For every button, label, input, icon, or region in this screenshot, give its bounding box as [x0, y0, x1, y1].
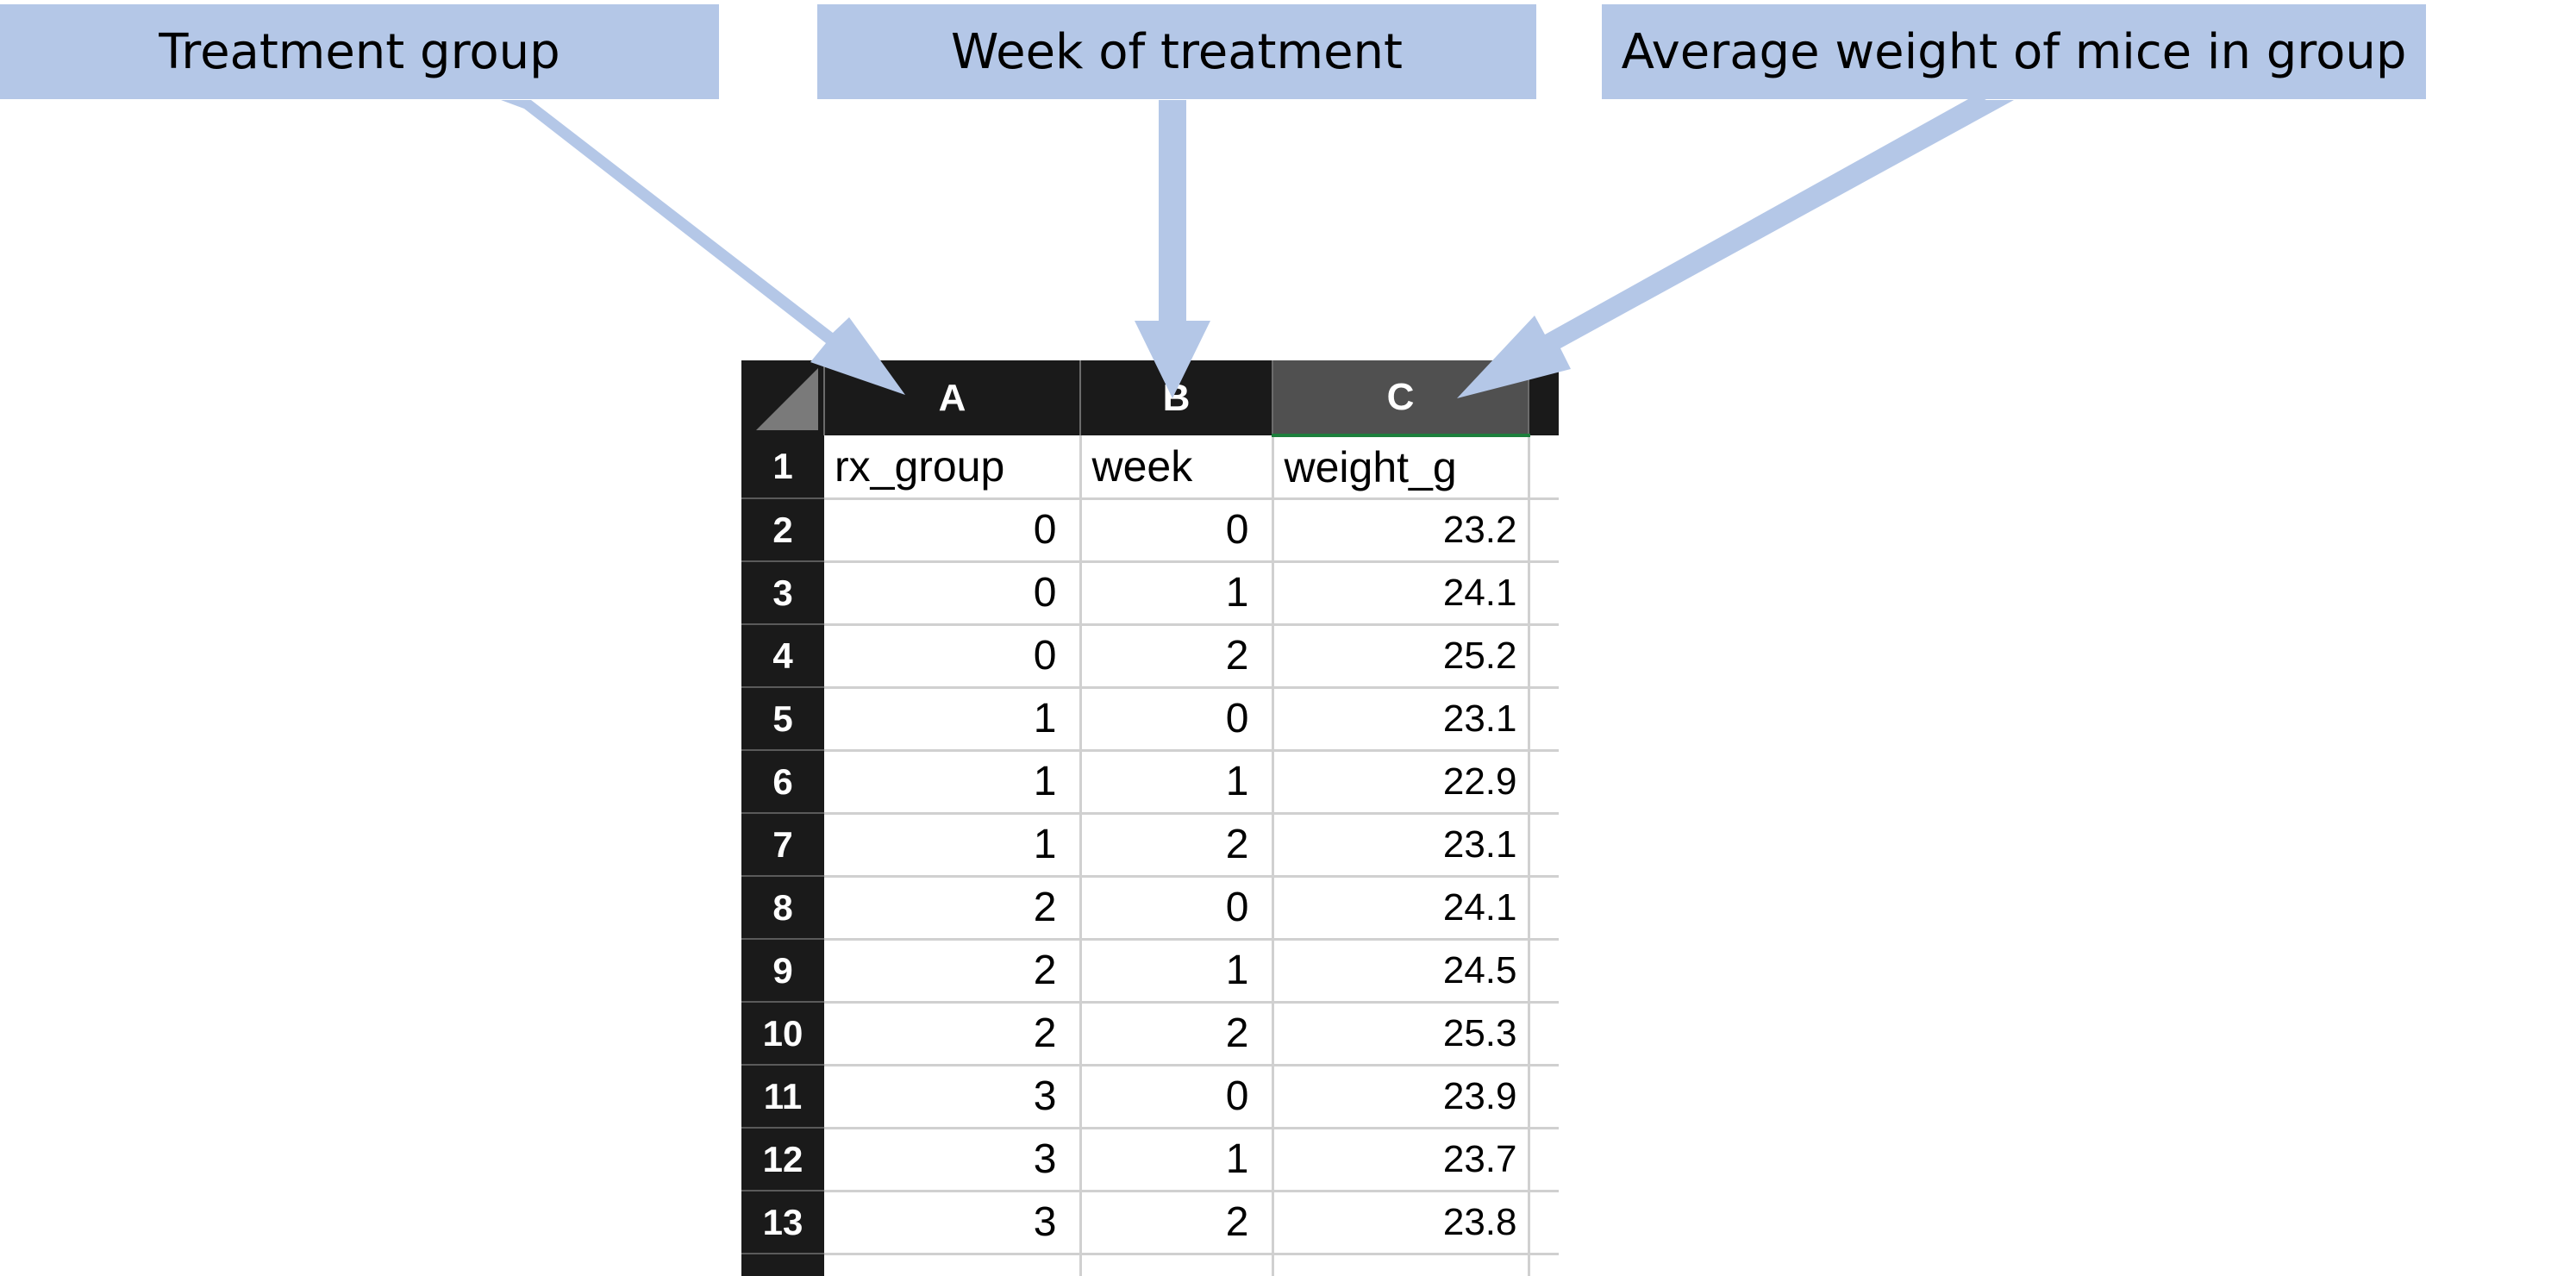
- cell-weight[interactable]: 24.1: [1272, 561, 1530, 626]
- cell-weight[interactable]: 24.1: [1272, 876, 1530, 941]
- cell-empty[interactable]: [1529, 876, 1559, 941]
- cell-week[interactable]: 2: [1080, 813, 1274, 878]
- cell-weight[interactable]: 23.2: [1272, 498, 1530, 563]
- spreadsheet-grid: A B C 1 rx_group week weight_g 2 0 0 23.…: [741, 360, 1559, 1276]
- cell-week[interactable]: 2: [1080, 1002, 1274, 1066]
- row-header[interactable]: 9: [741, 939, 824, 1003]
- arrow-to-column-c: [1457, 95, 2014, 398]
- cell-weight[interactable]: 25.2: [1272, 624, 1530, 689]
- cell-empty[interactable]: [1529, 687, 1559, 752]
- cell-weight[interactable]: 23.8: [1272, 1191, 1530, 1255]
- cell-rx-group[interactable]: 2: [824, 939, 1082, 1004]
- table-row: 9 2 1 24.5: [741, 939, 1559, 1004]
- arrow-to-column-b: [1135, 100, 1210, 398]
- cell-rx-group[interactable]: 0: [824, 498, 1082, 563]
- row-header[interactable]: 7: [741, 813, 824, 877]
- cell-rx-group[interactable]: 0: [824, 624, 1082, 689]
- cell-rx-group[interactable]: 3: [824, 1065, 1082, 1129]
- column-header-b[interactable]: B: [1080, 360, 1273, 435]
- select-all-corner[interactable]: [741, 360, 825, 435]
- callout-average-weight: Average weight of mice in group: [1602, 4, 2426, 99]
- cell-empty[interactable]: [1529, 813, 1559, 878]
- cell-empty[interactable]: [1529, 561, 1559, 626]
- table-row: 3 0 1 24.1: [741, 561, 1559, 626]
- row-header[interactable]: 13: [741, 1191, 824, 1254]
- cell-empty[interactable]: [1272, 1254, 1530, 1276]
- table-row: 2 0 0 23.2: [741, 498, 1559, 563]
- row-header[interactable]: 2: [741, 498, 824, 562]
- column-header-a[interactable]: A: [824, 360, 1081, 435]
- row-header[interactable]: 6: [741, 750, 824, 814]
- spreadsheet: A B C 1 rx_group week weight_g 2 0 0 23.…: [741, 360, 1559, 1276]
- cell-weight[interactable]: 25.3: [1272, 1002, 1530, 1066]
- cell-empty[interactable]: [1080, 1254, 1274, 1276]
- cell-weight[interactable]: 23.1: [1272, 813, 1530, 878]
- cell-empty[interactable]: [1529, 1065, 1559, 1129]
- cell-week[interactable]: 1: [1080, 1128, 1274, 1192]
- cell-empty[interactable]: [824, 1254, 1082, 1276]
- cell-week[interactable]: 1: [1080, 939, 1274, 1004]
- cell-empty[interactable]: [1529, 1191, 1559, 1255]
- table-row: 8 2 0 24.1: [741, 876, 1559, 941]
- cell-rx-group[interactable]: 2: [824, 876, 1082, 941]
- cell-header-week[interactable]: week: [1080, 435, 1274, 500]
- cell-header-rx-group[interactable]: rx_group: [824, 435, 1082, 500]
- cell-weight[interactable]: 23.9: [1272, 1065, 1530, 1129]
- cell-empty[interactable]: [1529, 939, 1559, 1004]
- cell-empty[interactable]: [1529, 498, 1559, 563]
- row-header[interactable]: 8: [741, 876, 824, 940]
- row-header[interactable]: [741, 1254, 824, 1276]
- table-row: 1 rx_group week weight_g: [741, 435, 1559, 500]
- row-header[interactable]: 11: [741, 1065, 824, 1129]
- cell-week[interactable]: 1: [1080, 750, 1274, 815]
- cell-rx-group[interactable]: 0: [824, 561, 1082, 626]
- table-row: [741, 1254, 1559, 1276]
- cell-week[interactable]: 0: [1080, 687, 1274, 752]
- cell-week[interactable]: 1: [1080, 561, 1274, 626]
- cell-week[interactable]: 2: [1080, 1191, 1274, 1255]
- row-header[interactable]: 3: [741, 561, 824, 625]
- cell-empty[interactable]: [1529, 1002, 1559, 1066]
- cell-weight[interactable]: 23.7: [1272, 1128, 1530, 1192]
- table-row: 12 3 1 23.7: [741, 1128, 1559, 1192]
- cell-empty[interactable]: [1529, 624, 1559, 689]
- column-header-d-partial[interactable]: [1529, 360, 1559, 435]
- cell-week[interactable]: 0: [1080, 1065, 1274, 1129]
- cell-week[interactable]: 0: [1080, 498, 1274, 563]
- table-row: 13 3 2 23.8: [741, 1191, 1559, 1255]
- cell-rx-group[interactable]: 1: [824, 750, 1082, 815]
- cell-rx-group[interactable]: 2: [824, 1002, 1082, 1066]
- callout-week-of-treatment: Week of treatment: [817, 4, 1536, 99]
- cell-rx-group[interactable]: 1: [824, 813, 1082, 878]
- cell-weight[interactable]: 23.1: [1272, 687, 1530, 752]
- row-header[interactable]: 4: [741, 624, 824, 688]
- table-row: 4 0 2 25.2: [741, 624, 1559, 689]
- column-header-row: A B C: [741, 360, 1559, 437]
- cell-week[interactable]: 0: [1080, 876, 1274, 941]
- cell-header-weight-g[interactable]: weight_g: [1272, 435, 1530, 500]
- cell-rx-group[interactable]: 3: [824, 1191, 1082, 1255]
- select-all-triangle-icon: [756, 368, 818, 430]
- cell-empty[interactable]: [1529, 1128, 1559, 1192]
- column-header-c[interactable]: C: [1272, 360, 1529, 437]
- table-row: 11 3 0 23.9: [741, 1065, 1559, 1129]
- row-header[interactable]: 5: [741, 687, 824, 751]
- row-header[interactable]: 10: [741, 1002, 824, 1066]
- table-row: 6 1 1 22.9: [741, 750, 1559, 815]
- cell-empty[interactable]: [1529, 1254, 1559, 1276]
- callout-treatment-group: Treatment group: [0, 4, 719, 99]
- cell-rx-group[interactable]: 3: [824, 1128, 1082, 1192]
- cell-rx-group[interactable]: 1: [824, 687, 1082, 752]
- table-row: 10 2 2 25.3: [741, 1002, 1559, 1066]
- row-header[interactable]: 12: [741, 1128, 824, 1192]
- cell-weight[interactable]: 24.5: [1272, 939, 1530, 1004]
- arrow-to-column-a: [501, 100, 905, 395]
- cell-week[interactable]: 2: [1080, 624, 1274, 689]
- table-row: 5 1 0 23.1: [741, 687, 1559, 752]
- table-row: 7 1 2 23.1: [741, 813, 1559, 878]
- cell-empty[interactable]: [1529, 750, 1559, 815]
- cell-empty[interactable]: [1529, 435, 1559, 500]
- row-header[interactable]: 1: [741, 435, 824, 499]
- cell-weight[interactable]: 22.9: [1272, 750, 1530, 815]
